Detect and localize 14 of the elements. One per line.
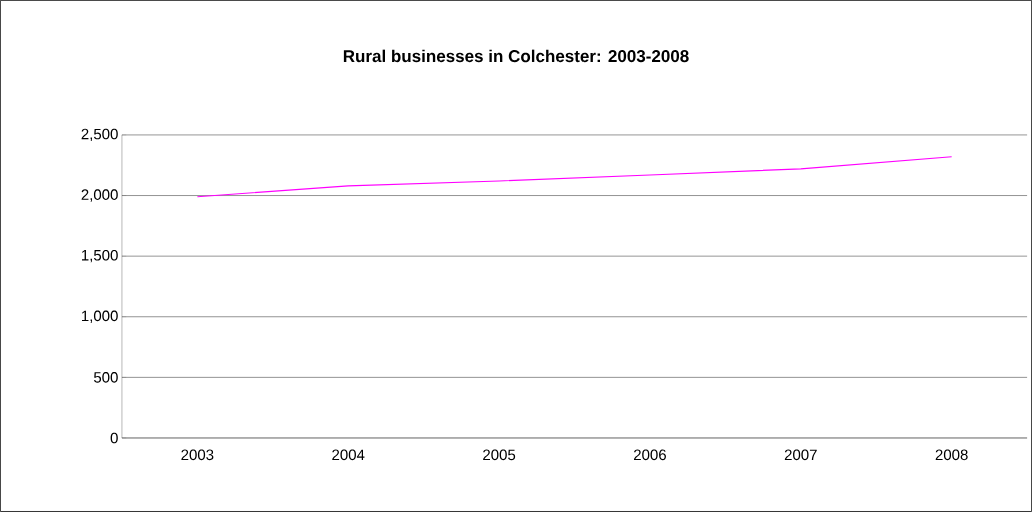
x-tick-label: 2003 (181, 449, 214, 461)
y-tick-label: 2,500 (81, 128, 118, 142)
x-tick-label: 2004 (332, 449, 365, 461)
y-tick-label: 500 (93, 372, 118, 383)
line-series (196, 156, 953, 198)
x-tick-label: 2008 (935, 449, 968, 461)
x-tick-label: 2005 (483, 449, 516, 461)
y-tick-label: 1,000 (82, 310, 118, 323)
y-tick-label: 1,500 (82, 249, 118, 263)
y-tick-label: 2,000 (81, 189, 118, 202)
x-tick-label: 2006 (634, 449, 666, 461)
chart-title: Rural businesses in Colchester: 2003-2008 (343, 49, 689, 63)
y-tick-label: 0 (110, 432, 118, 444)
x-tick-label: 2007 (784, 449, 817, 461)
